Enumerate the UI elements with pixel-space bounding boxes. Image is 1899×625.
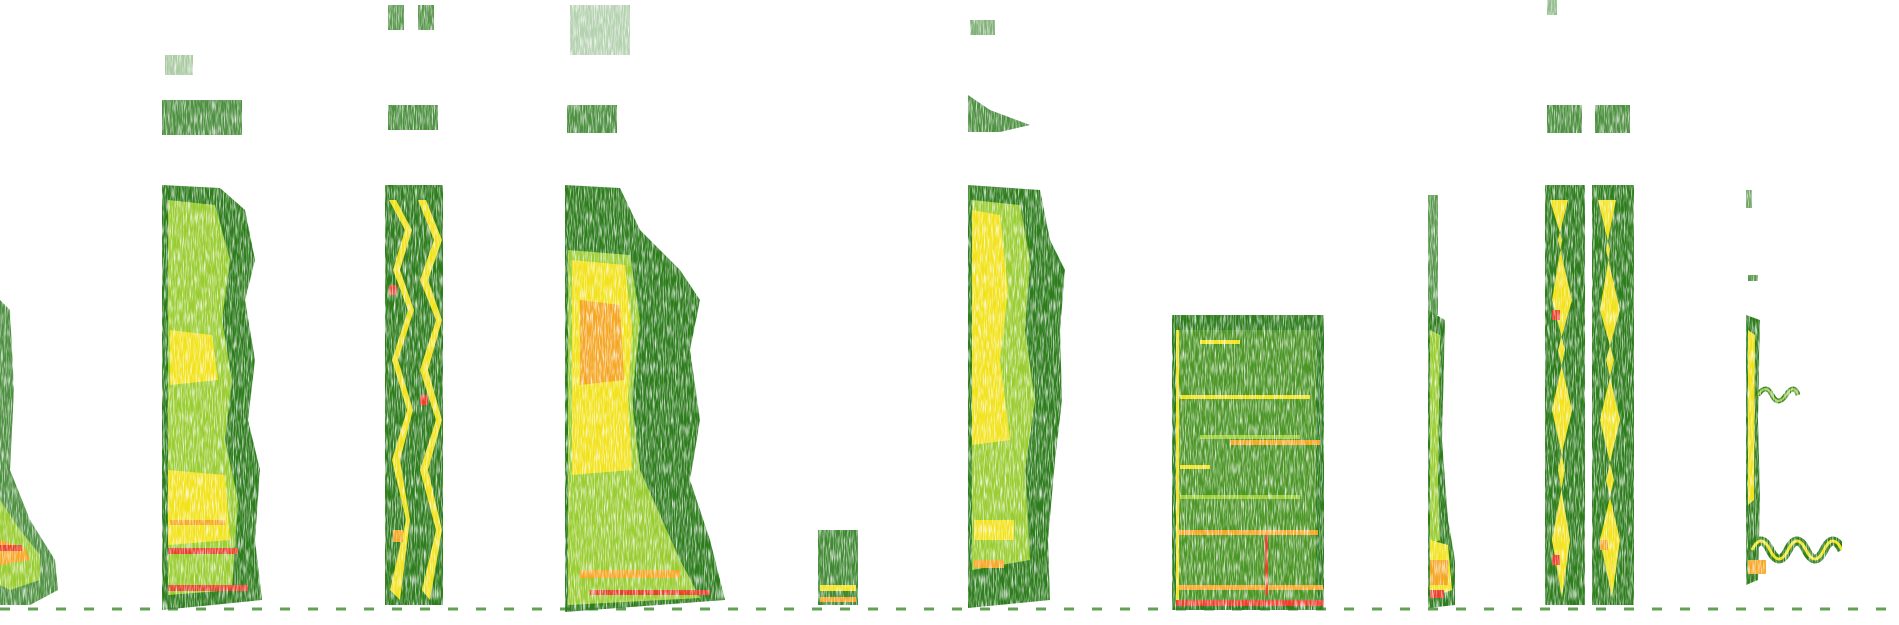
segment-3	[565, 5, 725, 612]
segment-5	[968, 20, 1065, 608]
segment-7	[1428, 195, 1455, 608]
segment-2	[385, 5, 443, 605]
segment-0	[0, 300, 58, 605]
segment-6	[1172, 315, 1324, 610]
segment-1	[162, 55, 262, 610]
segment-4	[818, 530, 858, 605]
segment-9	[1746, 190, 1847, 585]
segment-8	[1545, 0, 1634, 605]
